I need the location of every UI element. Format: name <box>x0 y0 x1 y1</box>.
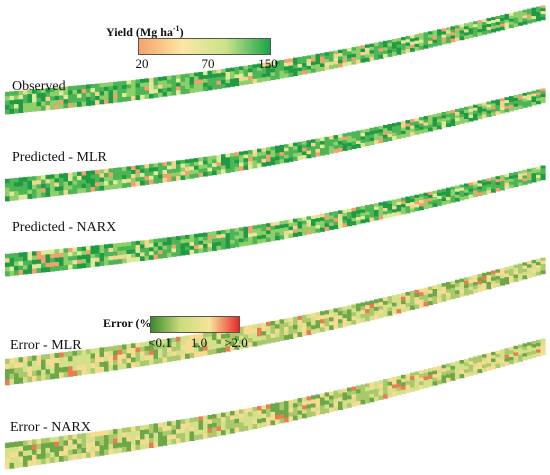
yield-tick-mid: 70 <box>201 56 215 71</box>
panel-label-predicted-mlr: Predicted - MLR <box>12 150 107 165</box>
panel-label-predicted-narx: Predicted - NARX <box>12 220 117 235</box>
yield-colorbar <box>138 38 271 55</box>
field-strip-error-mlr <box>5 257 546 386</box>
panel-label-observed: Observed <box>12 79 66 94</box>
yield-legend-title: Yield (Mg ha-1) <box>106 24 184 40</box>
field-strip-observed <box>5 5 546 115</box>
error-tick-max: >2.0 <box>224 335 248 350</box>
error-tick-min: <0.1 <box>148 335 172 350</box>
error-legend-title: Error (%) <box>103 316 156 330</box>
field-strip-predicted-mlr <box>5 88 546 202</box>
panel-label-error-narx: Error - NARX <box>10 420 91 435</box>
field-strip-predicted-narx <box>5 165 546 277</box>
field-strip-error-narx <box>5 338 546 470</box>
error-colorbar <box>150 316 240 333</box>
panel-label-error-mlr: Error - MLR <box>10 338 82 353</box>
yield-tick-max: 150 <box>258 56 278 71</box>
error-tick-mid: 1.0 <box>190 335 208 350</box>
yield-tick-min: 20 <box>135 56 149 71</box>
yield-legend-title-close: ) <box>179 25 184 39</box>
yield-legend-title-text: Yield (Mg ha <box>106 25 173 39</box>
yield-legend-title-sup: -1 <box>172 24 180 33</box>
